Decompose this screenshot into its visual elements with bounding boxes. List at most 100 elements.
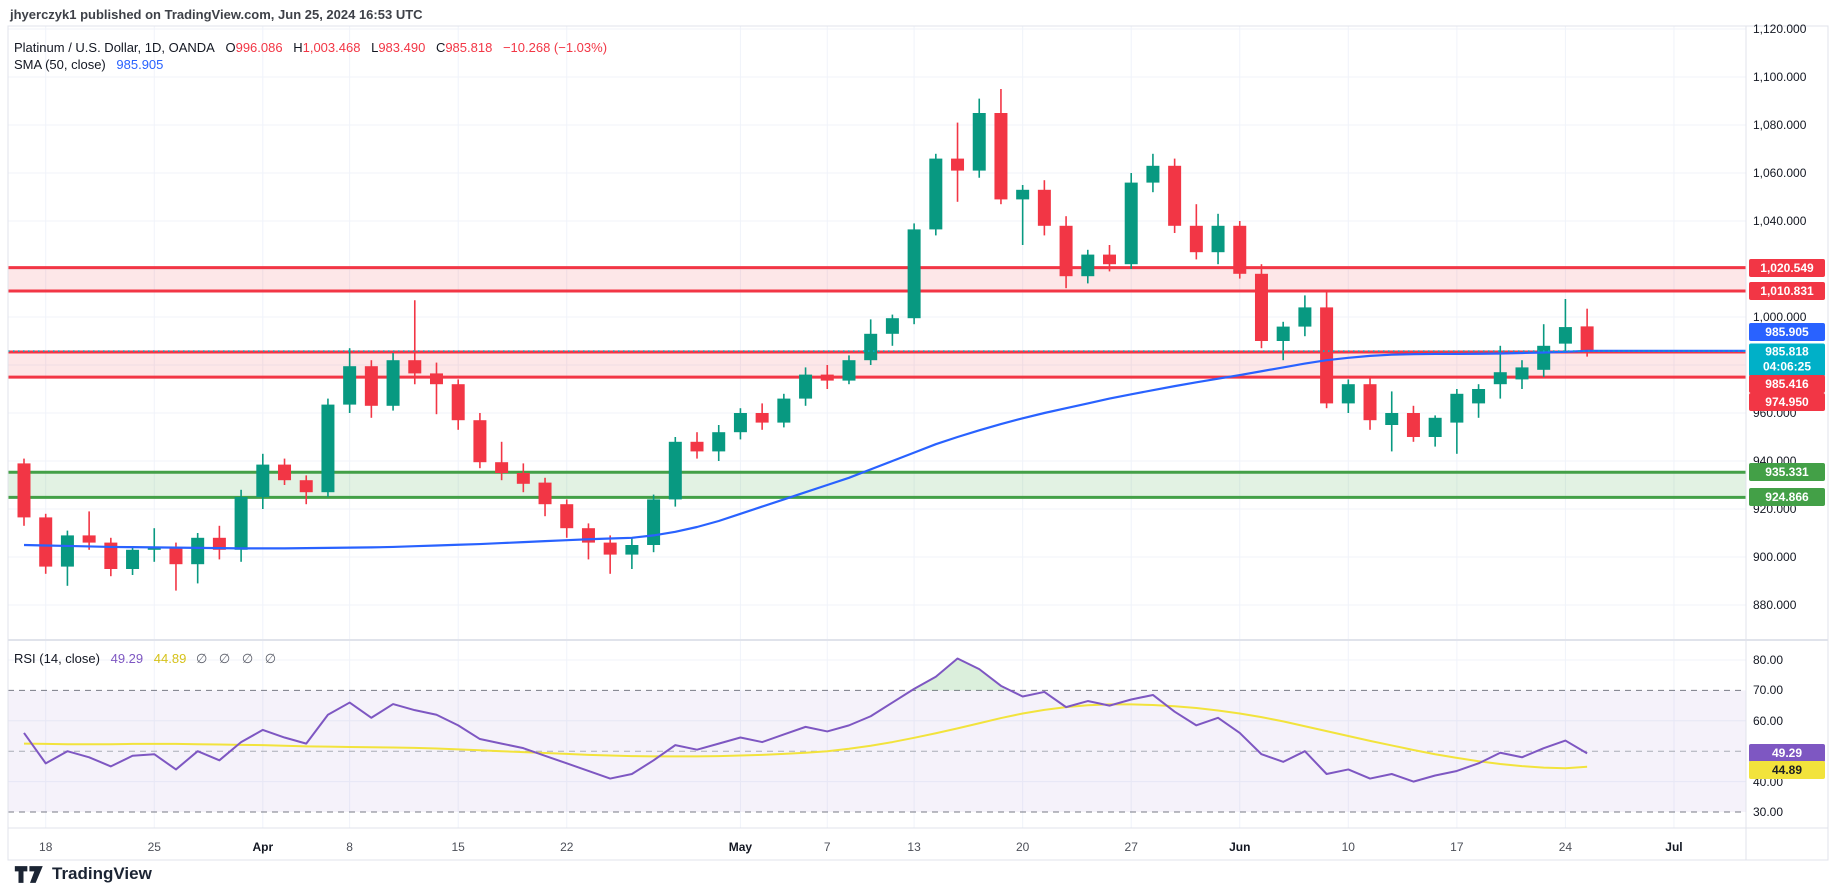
candle-body [1558, 327, 1572, 344]
candle-body [538, 482, 552, 505]
price-tick-label: 880.000 [1753, 598, 1797, 612]
candle-body [1580, 326, 1594, 352]
rsi-legend[interactable]: RSI (14, close) 49.29 44.89 ∅ ∅ ∅ ∅ [14, 651, 280, 667]
chart-frame [7, 25, 1829, 861]
candle-body [234, 497, 248, 550]
time-tick-label: 7 [823, 840, 831, 854]
price-tick-label: 1,100.000 [1753, 70, 1807, 84]
candle-body [299, 480, 313, 493]
candle-body [603, 542, 617, 555]
rsi-ma-value-badge: 44.89 [1749, 760, 1825, 779]
candle-body [212, 537, 226, 550]
candle-body [147, 547, 161, 550]
candle-body [907, 229, 921, 319]
candle-body [647, 499, 661, 545]
zone3-top-badge: 935.331 [1749, 463, 1825, 482]
candle-body [1037, 189, 1051, 226]
candle-body [17, 463, 31, 518]
rsi-tick-label: 70.00 [1753, 683, 1784, 698]
zone3-bottom-badge: 924.866 [1749, 488, 1825, 507]
time-tick-label: 20 [1015, 840, 1030, 854]
ohlc-open-label: O [225, 40, 236, 55]
candle-body [668, 441, 682, 500]
ohlc-high-value: 1,003.468 [302, 40, 361, 55]
candle-body [104, 542, 118, 569]
candle-body [864, 333, 878, 361]
candle-body [1103, 254, 1116, 265]
candle-body [516, 473, 530, 484]
candle-body [39, 517, 53, 567]
time-tick-label: 27 [1124, 840, 1138, 854]
candle-body [82, 535, 96, 543]
candle-body [1081, 254, 1095, 277]
symbol-legend[interactable]: Platinum / U.S. Dollar, 1D, OANDA O996.0… [14, 40, 607, 55]
change-value: −10.268 (−1.03%) [502, 40, 608, 55]
price-tick-label: 1,000.000 [1753, 310, 1807, 324]
sma-value: 985.905 [116, 57, 164, 72]
rsi-label: RSI (14, close) [14, 651, 100, 666]
candle-body [1428, 417, 1442, 437]
rsi-tick-label: 60.00 [1753, 713, 1784, 728]
candle-body [1363, 384, 1377, 421]
candle-body [495, 462, 509, 473]
rsi-value-badge: 49.29 [1749, 744, 1825, 763]
candle-body [451, 384, 465, 421]
time-tick-label: 22 [560, 840, 574, 854]
candle-body [321, 404, 335, 493]
rsi-ma-value: 44.89 [153, 651, 187, 666]
brand-name: TradingView [52, 864, 152, 883]
ohlc-close-value: 985.818 [445, 40, 493, 55]
zone1-bottom-badge: 1,010.831 [1749, 282, 1825, 300]
candle-body [1016, 189, 1030, 200]
symbol-title: Platinum / U.S. Dollar, 1D, OANDA [14, 40, 215, 55]
candle-body [842, 360, 856, 381]
candle-body [755, 413, 769, 423]
candle-body [799, 374, 813, 399]
candle-body [1450, 393, 1464, 423]
sma-badge: 985.905 [1749, 322, 1825, 341]
candle-body [1254, 273, 1268, 341]
time-tick-label: 17 [1450, 840, 1464, 854]
candle-body [1146, 165, 1160, 183]
candle-body [1276, 326, 1290, 341]
candle-body [1537, 345, 1551, 370]
candle-body [1515, 367, 1529, 380]
rsi-line [23, 657, 1588, 783]
candle-body [364, 366, 378, 406]
candle-body [473, 420, 487, 463]
time-tick-label: Jul [1665, 840, 1683, 854]
candle-body [169, 547, 183, 565]
candle-body [1233, 225, 1247, 274]
sma-legend[interactable]: SMA (50, close) 985.905 [14, 57, 163, 72]
candle-body [1189, 225, 1203, 253]
candle-body [191, 537, 205, 565]
candle-body [972, 113, 986, 171]
candle-body [994, 113, 1008, 200]
candle-body [429, 373, 443, 385]
candle-body [625, 545, 639, 555]
zone1-top-badge: 1,020.549 [1749, 258, 1825, 277]
candle-body [256, 464, 270, 497]
price-tick-label: 1,060.000 [1753, 166, 1807, 180]
sma-label: SMA (50, close) [14, 57, 106, 72]
rsi-value: 49.29 [110, 651, 144, 666]
candle-body [733, 413, 747, 433]
resistance-zone [8, 267, 1746, 292]
candle-body [885, 318, 899, 334]
candle-body [1168, 165, 1182, 226]
candle-body [126, 549, 140, 569]
candle-body [777, 398, 791, 423]
candle-body [929, 158, 943, 230]
candle-body [1211, 225, 1225, 253]
rsi-empty-markers: ∅ ∅ ∅ ∅ [195, 651, 281, 666]
rsi-tick-label: 80.00 [1753, 653, 1784, 667]
time-tick-label: Jun [1229, 840, 1251, 854]
time-tick-label: 8 [346, 840, 353, 854]
candle-body [343, 366, 357, 405]
price-tick-label: 1,040.000 [1753, 214, 1807, 228]
rsi-ma-line [23, 703, 1588, 770]
last-price-badge: 985.818 04:06:25 [1749, 343, 1825, 377]
candle-body [60, 535, 74, 567]
